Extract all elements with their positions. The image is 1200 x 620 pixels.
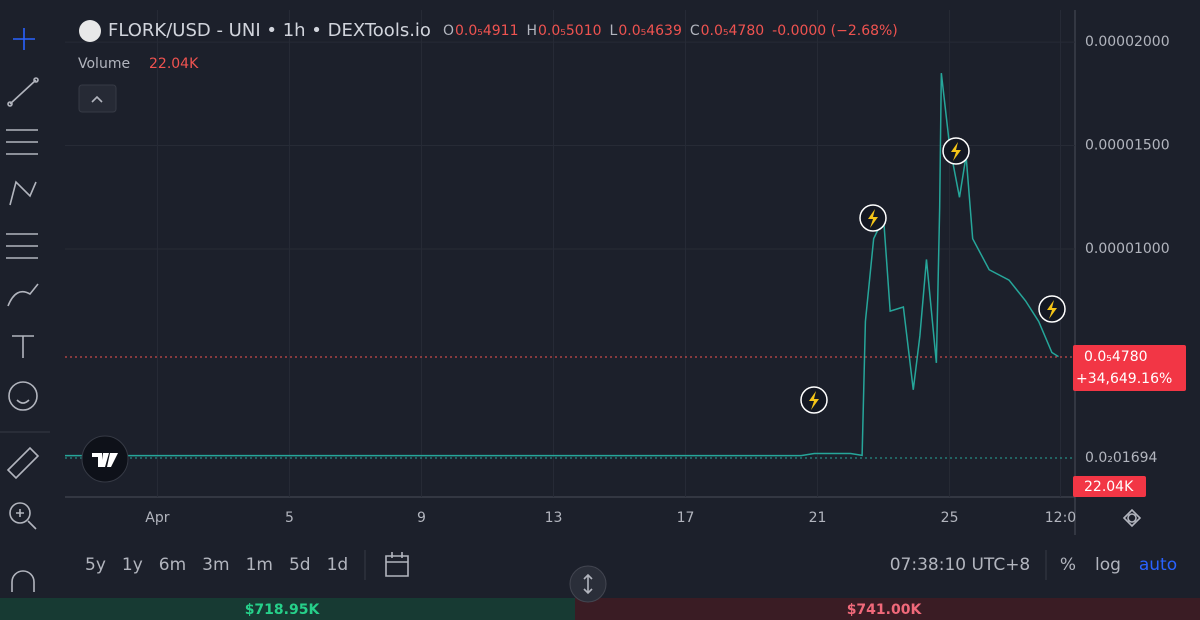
volume-axis-label: 22.04K bbox=[1084, 479, 1134, 495]
tool-icons bbox=[6, 28, 40, 592]
x-tick-label: 21 bbox=[809, 510, 827, 526]
x-tick-label: Apr bbox=[145, 510, 169, 526]
range-button[interactable]: 1d bbox=[327, 555, 349, 575]
bottom-toolbar: 07:38:10 UTC+8 % log auto 5y 1y 6m 3m 1m 5d 1d bbox=[85, 550, 1177, 580]
y-tick-label: 0.00001500 bbox=[1085, 138, 1170, 154]
percent-button[interactable]: % bbox=[1060, 555, 1076, 575]
volume-value: 22.04K bbox=[149, 56, 199, 72]
sell-bar bbox=[575, 598, 1200, 620]
price-box bbox=[1073, 345, 1186, 391]
ohlc-key: C bbox=[690, 23, 700, 39]
plot bbox=[65, 73, 1059, 457]
event-markers bbox=[800, 137, 1066, 414]
change: -0.0000 (−2.68%) bbox=[772, 23, 898, 39]
price-label: 0.0₅4780 bbox=[1084, 349, 1148, 365]
volume-box bbox=[1073, 476, 1146, 497]
ohlc-value: 0.0₅4911 bbox=[455, 23, 519, 39]
price-change: +34,649.16% bbox=[1076, 371, 1172, 387]
header: FLORK/USD - UNI • 1h • DEXTools.io O 0.0₅… bbox=[78, 20, 898, 113]
ohlc-value: 0.0₅4780 bbox=[701, 23, 765, 39]
price-line bbox=[65, 73, 1059, 457]
resize-icon bbox=[583, 573, 593, 595]
sell-volume: $741.00K bbox=[847, 602, 923, 618]
range-button[interactable]: 1m bbox=[246, 555, 273, 575]
buy-bar bbox=[0, 598, 575, 620]
ohlc-key: O bbox=[443, 23, 454, 39]
x-tick-label: 13 bbox=[545, 510, 563, 526]
ohlc-key: H bbox=[526, 23, 537, 39]
range-button[interactable]: 5y bbox=[85, 555, 106, 575]
range-button[interactable]: 3m bbox=[202, 555, 229, 575]
logo bbox=[81, 435, 129, 483]
x-tick-label: 5 bbox=[285, 510, 294, 526]
grid: 0.00001000 0.00001500 0.00002000 Apr 5 9 13 17 2… bbox=[65, 10, 1170, 526]
settings-icon[interactable] bbox=[1122, 508, 1142, 528]
price-axis-labels: 0.0₂01694 0.0₅4780 +34,649.16% 22.04K bbox=[1073, 345, 1186, 528]
x-tick-label: 9 bbox=[417, 510, 426, 526]
y-tick-label: 0.00002000 bbox=[1085, 34, 1170, 50]
low-label: 0.0₂01694 bbox=[1085, 450, 1158, 466]
log-button[interactable]: log bbox=[1095, 555, 1121, 575]
ohlc-value: 0.0₅5010 bbox=[538, 23, 602, 39]
x-tick-label: 25 bbox=[941, 510, 959, 526]
range-button[interactable]: 6m bbox=[159, 555, 186, 575]
range-button[interactable]: 5d bbox=[289, 555, 311, 575]
date-range-icon[interactable] bbox=[385, 552, 409, 577]
ohlc-key: L bbox=[610, 23, 618, 39]
footer: $718.95K $741.00K bbox=[0, 565, 1200, 620]
clock: 07:38:10 UTC+8 bbox=[890, 555, 1031, 575]
ohlc-value: 0.0₅4639 bbox=[618, 23, 682, 39]
left-toolbar bbox=[0, 28, 50, 592]
volume-label: Volume bbox=[78, 56, 130, 72]
ohlc: O 0.0₅4911 H 0.0₅5010 L 0.0₅4639 C 0.0₅4780 -0.0… bbox=[443, 23, 898, 39]
y-tick-label: 0.00001000 bbox=[1085, 241, 1170, 257]
symbol: FLORK/USD - UNI • 1h • DEXTools.io bbox=[108, 20, 431, 41]
x-tick-label: 12:0 bbox=[1045, 510, 1076, 526]
collapse-icon bbox=[91, 95, 103, 103]
x-tick-label: 17 bbox=[677, 510, 695, 526]
buy-volume: $718.95K bbox=[245, 602, 321, 618]
range-button[interactable]: 1y bbox=[122, 555, 143, 575]
auto-button[interactable]: auto bbox=[1139, 555, 1177, 575]
